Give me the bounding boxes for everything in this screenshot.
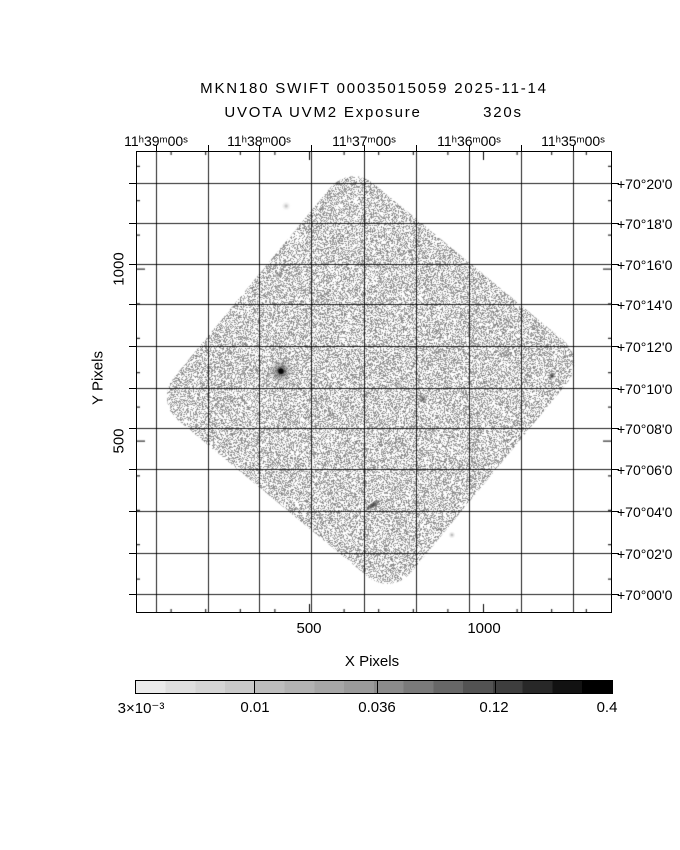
dec-tick-left [129,223,136,224]
colorbar-label: 0.036 [358,699,396,716]
ra-tick [364,145,365,151]
colorbar-label: 0.12 [479,699,509,716]
dec-tick-right [612,304,619,305]
dec-tick-left [129,511,136,512]
dec-label: +70°00'0 [617,587,673,603]
y-tick-label-500: 500 [110,428,128,454]
dec-tick-left [129,304,136,305]
dec-label: +70°04'0 [617,504,673,520]
dec-tick-left [129,183,136,184]
y-axis-title: Y Pixels [89,351,107,405]
colorbar-label: 3×10⁻³ [117,700,165,717]
ra-label: 11ʰ38ᵐ00ˢ [227,133,291,149]
colorbar-tick [254,681,255,693]
ra-tick [259,145,260,151]
colorbar-label: 0.01 [240,699,270,716]
dec-label: +70°02'0 [617,546,673,562]
dec-tick-right [612,594,619,595]
dec-label: +70°06'0 [617,462,673,478]
ra-tick [469,145,470,151]
plot-subtitle: UVOTA UVM2 Exposure [224,104,422,121]
ra-tick [311,145,312,151]
plot-frame [136,151,612,613]
dec-tick-right [612,346,619,347]
plot-exposure-time: 320s [483,104,523,121]
x-tick-label-1000: 1000 [467,620,501,637]
dec-label: +70°16'0 [617,257,673,273]
x-axis-title: X Pixels [344,653,400,670]
dec-label: +70°08'0 [617,421,673,437]
dec-tick-left [129,469,136,470]
dec-tick-right [612,553,619,554]
dec-tick-left [129,553,136,554]
colorbar [135,680,613,694]
exposure-image-canvas [137,152,611,612]
dec-tick-left [129,346,136,347]
dec-tick-right [612,511,619,512]
dec-tick-left [129,388,136,389]
ra-label: 11ʰ35ᵐ00ˢ [541,133,605,149]
plot-title: MKN180 SWIFT 00035015059 2025-11-14 [200,80,548,97]
dec-label: +70°14'0 [617,297,673,313]
colorbar-tick [377,681,378,693]
colorbar-label: 0.4 [596,699,618,716]
colorbar-tick [495,681,496,693]
ra-tick [521,145,522,151]
dec-tick-right [612,183,619,184]
ra-tick [208,145,209,151]
ra-label: 11ʰ36ᵐ00ˢ [437,133,501,149]
y-tick-label-1000: 1000 [110,252,128,286]
ra-label: 11ʰ37ᵐ00ˢ [332,133,396,149]
dec-tick-left [129,264,136,265]
dec-tick-right [612,388,619,389]
ra-tick [573,145,574,151]
ra-tick [156,145,157,151]
dec-tick-right [612,428,619,429]
dec-label: +70°20'0 [617,176,673,192]
dec-tick-left [129,594,136,595]
dec-tick-right [612,264,619,265]
dec-tick-right [612,223,619,224]
dec-label: +70°18'0 [617,216,673,232]
dec-label: +70°12'0 [617,339,673,355]
ra-tick [416,145,417,151]
dec-label: +70°10'0 [617,381,673,397]
dec-tick-right [612,469,619,470]
x-tick-label-500: 500 [296,620,322,637]
ra-label: 11ʰ39ᵐ00ˢ [124,133,188,149]
dec-tick-left [129,428,136,429]
